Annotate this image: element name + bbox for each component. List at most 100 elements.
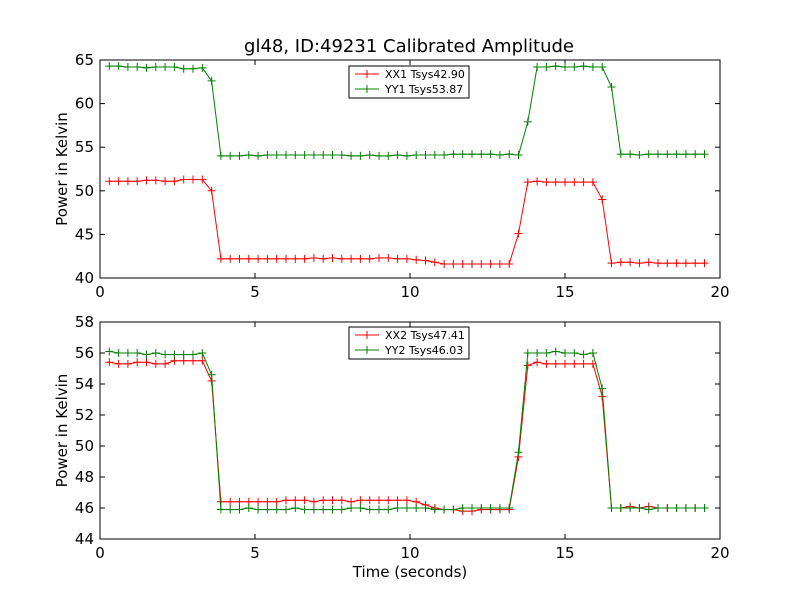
data-point xyxy=(681,504,690,512)
y-tick-label: 44 xyxy=(75,530,94,548)
data-point xyxy=(523,361,532,370)
data-point xyxy=(393,254,402,263)
data-point xyxy=(551,347,560,356)
data-point xyxy=(616,258,625,267)
data-point xyxy=(551,178,560,187)
data-point xyxy=(105,177,114,186)
data-point xyxy=(542,349,551,357)
data-point xyxy=(337,505,346,514)
data-point xyxy=(449,150,458,159)
data-point xyxy=(263,505,272,514)
data-point xyxy=(514,151,523,160)
data-point xyxy=(468,150,476,159)
data-point xyxy=(421,256,430,265)
data-point xyxy=(328,151,337,160)
data-point xyxy=(272,254,281,263)
data-point xyxy=(561,359,569,368)
data-point xyxy=(700,259,709,268)
data-point xyxy=(309,253,318,262)
chart-title: gl48, ID:49231 Calibrated Amplitude xyxy=(244,36,574,57)
data-point xyxy=(161,62,170,71)
data-point xyxy=(309,505,318,514)
y-tick-label: 40 xyxy=(75,269,94,287)
data-point xyxy=(263,254,272,263)
data-point xyxy=(561,349,569,357)
data-point xyxy=(142,358,151,367)
data-point xyxy=(207,370,216,379)
data-point xyxy=(505,150,514,159)
data-point xyxy=(375,505,383,514)
y-tick-label: 65 xyxy=(75,51,94,69)
data-point xyxy=(300,496,309,505)
legend-label: XX2 Tsys47.41 xyxy=(385,329,465,342)
data-point xyxy=(523,349,532,357)
data-point xyxy=(347,151,356,160)
data-point xyxy=(523,117,532,126)
legend-label: YY2 Tsys46.03 xyxy=(384,344,463,357)
data-point xyxy=(356,151,365,160)
y-tick-label: 50 xyxy=(75,182,94,200)
data-point xyxy=(430,258,439,267)
data-point xyxy=(505,260,514,269)
data-point xyxy=(384,253,393,262)
data-point xyxy=(263,151,272,160)
data-point xyxy=(142,176,151,185)
data-point xyxy=(216,151,225,160)
data-point xyxy=(402,151,411,160)
data-point xyxy=(449,505,458,514)
data-point xyxy=(440,505,449,514)
data-point xyxy=(561,178,569,187)
data-point xyxy=(607,83,616,92)
data-point xyxy=(430,505,439,514)
data-point xyxy=(570,359,579,368)
data-point xyxy=(105,358,114,367)
data-point xyxy=(254,497,263,506)
data-point xyxy=(588,62,597,71)
data-point xyxy=(272,497,281,506)
data-point xyxy=(533,62,542,71)
data-point xyxy=(151,62,160,71)
y-tick-label: 58 xyxy=(75,313,94,331)
data-point xyxy=(672,504,681,512)
data-point xyxy=(179,350,188,359)
data-point xyxy=(486,150,495,159)
data-point xyxy=(384,151,393,160)
data-point xyxy=(235,254,244,263)
data-point xyxy=(486,260,495,269)
data-point xyxy=(291,151,300,160)
data-point xyxy=(579,359,588,368)
data-point xyxy=(421,504,430,512)
data-point xyxy=(179,175,188,184)
data-point xyxy=(644,150,653,159)
data-point xyxy=(375,151,383,160)
y-tick-label: 48 xyxy=(75,468,94,486)
data-point xyxy=(272,151,281,160)
data-point xyxy=(189,64,197,73)
data-point xyxy=(114,177,123,186)
legend-marker xyxy=(363,331,371,339)
data-point xyxy=(468,504,476,512)
x-tick-label: 0 xyxy=(95,544,105,562)
data-point xyxy=(337,151,346,160)
data-point xyxy=(458,504,467,512)
data-point xyxy=(514,229,523,238)
data-point xyxy=(700,504,709,512)
data-point xyxy=(412,504,421,512)
data-point xyxy=(105,62,114,71)
data-point xyxy=(170,350,179,359)
x-tick-label: 0 xyxy=(95,283,105,301)
data-point xyxy=(375,253,383,262)
data-point xyxy=(365,505,374,514)
data-point xyxy=(393,151,402,160)
data-point xyxy=(663,504,672,512)
data-point xyxy=(226,254,235,263)
data-point xyxy=(477,150,486,159)
x-tick-label: 10 xyxy=(400,283,419,301)
y-tick-label: 60 xyxy=(75,95,94,113)
data-point xyxy=(402,496,411,505)
data-point xyxy=(635,151,644,160)
x-tick-label: 15 xyxy=(555,544,574,562)
data-point xyxy=(170,177,179,186)
data-point xyxy=(123,62,132,71)
data-point xyxy=(328,496,337,505)
